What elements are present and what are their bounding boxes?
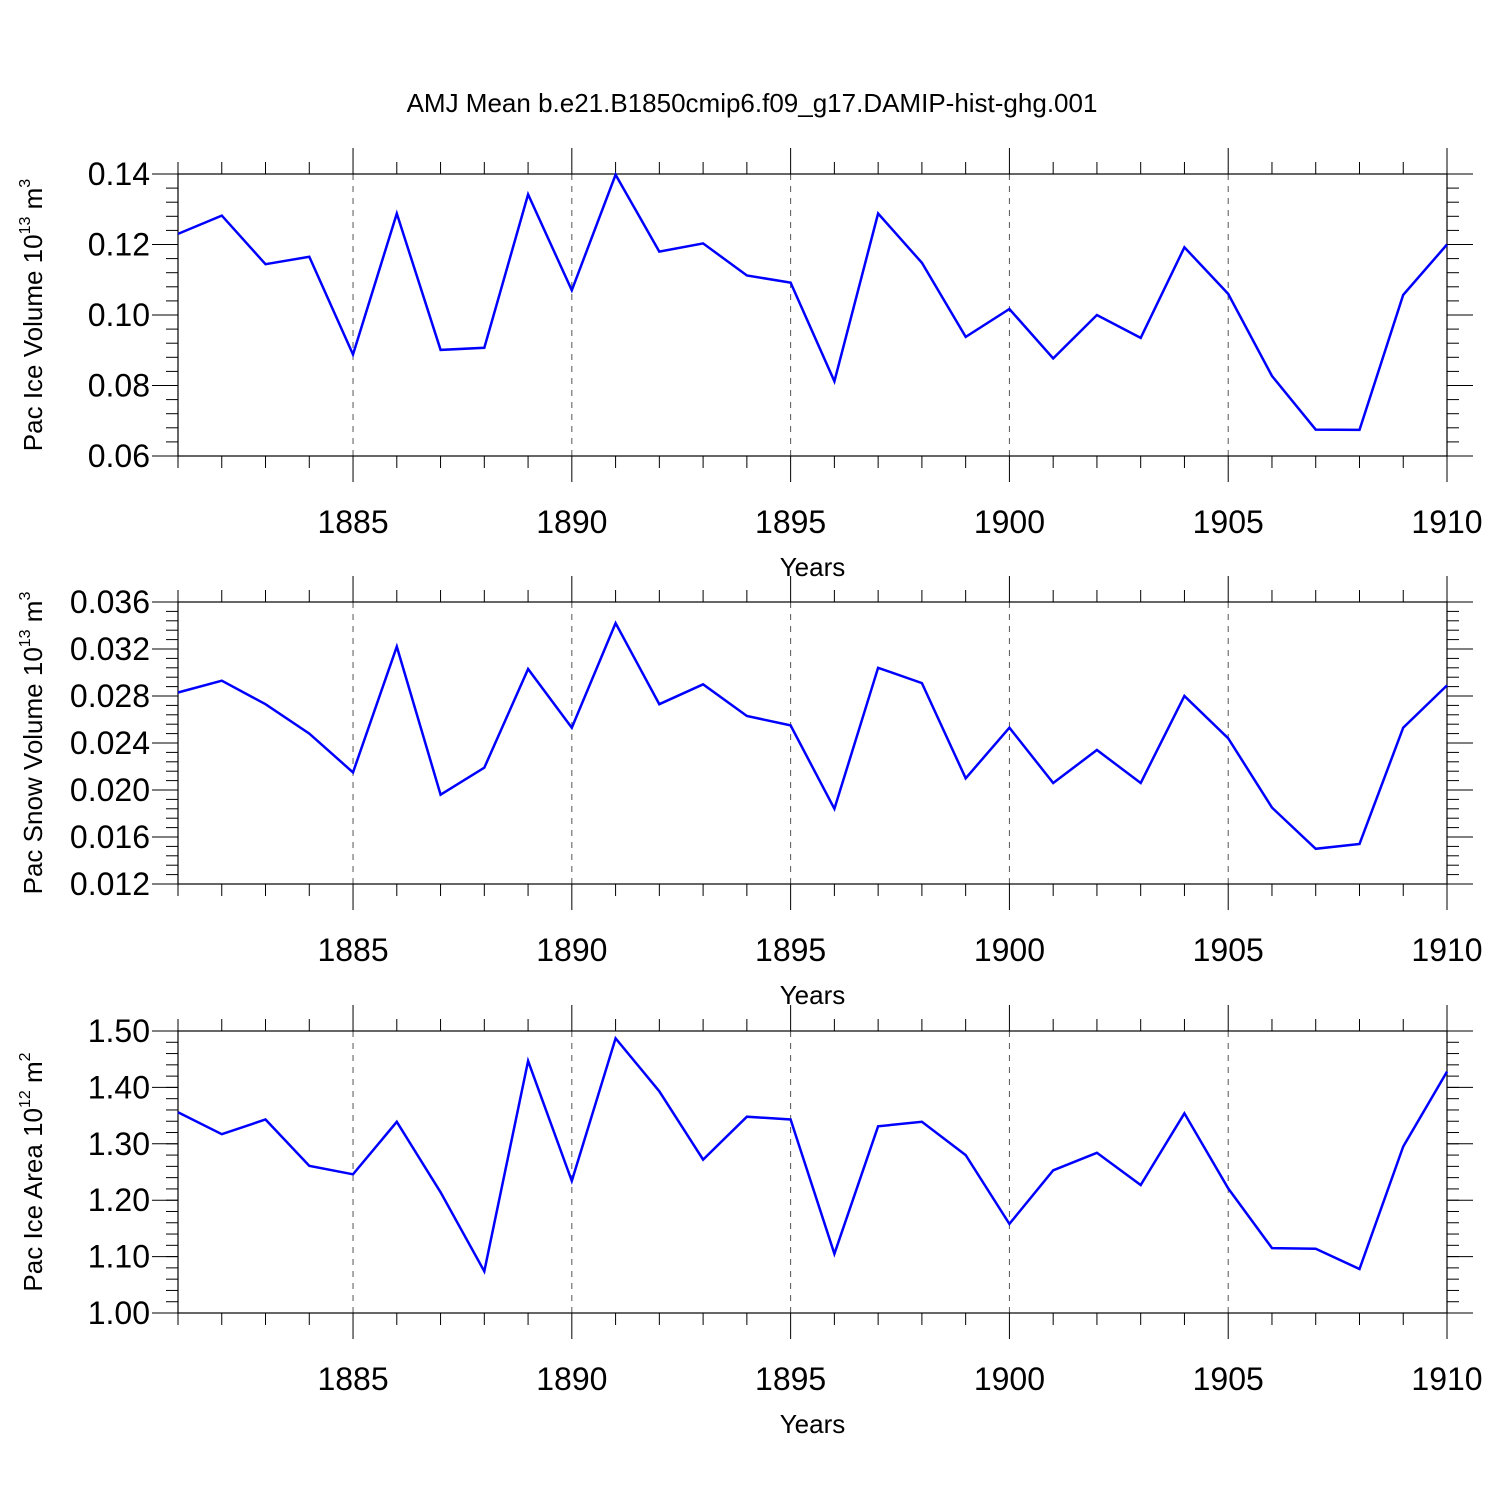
- x-axis-label: Years: [780, 980, 846, 1010]
- x-axis-label: Years: [780, 552, 846, 582]
- y-tick-label-2: 1.20: [88, 1182, 150, 1218]
- x-tick-label-3: 1900: [974, 1361, 1045, 1397]
- x-tick-label-4: 1905: [1193, 504, 1264, 540]
- y-tick-label-2: 0.10: [88, 297, 150, 333]
- panel-ice-volume: 0.06 0.08 0.10 0.12 0.14 1885 1890 1895 1900 1905…: [17, 148, 1483, 582]
- y-tick-label-6: 0.036: [70, 584, 150, 620]
- x-tick-label-1: 1890: [536, 504, 607, 540]
- x-tick-label-0: 1885: [317, 1361, 388, 1397]
- y-tick-label-1: 1.10: [88, 1239, 150, 1275]
- x-tick-label-2: 1895: [755, 932, 826, 968]
- x-tick-label-0: 1885: [317, 504, 388, 540]
- y-tick-label-4: 0.14: [88, 156, 150, 192]
- x-tick-label-2: 1895: [755, 1361, 826, 1397]
- x-tick-label-2: 1895: [755, 504, 826, 540]
- y-tick-label-4: 1.40: [88, 1069, 150, 1105]
- x-tick-label-0: 1885: [317, 932, 388, 968]
- y-axis-label: Pac Ice Volume 1013 m3: [17, 179, 48, 452]
- y-tick-label-0: 1.00: [88, 1295, 150, 1331]
- x-axis-label: Years: [780, 1409, 846, 1439]
- x-tick-label-5: 1910: [1411, 504, 1482, 540]
- panel-snow-volume: 0.012 0.016 0.020 0.024 0.028 0.032 0.036 1885 1…: [17, 576, 1483, 1010]
- y-axis-label: Pac Snow Volume 1013 m3: [17, 592, 48, 895]
- x-tick-label-4: 1905: [1193, 932, 1264, 968]
- x-tick-label-3: 1900: [974, 504, 1045, 540]
- y-tick-label-2: 0.020: [70, 772, 150, 808]
- y-tick-label-4: 0.028: [70, 678, 150, 714]
- y-tick-label-3: 0.12: [88, 227, 150, 263]
- y-tick-label-1: 0.08: [88, 368, 150, 404]
- x-tick-label-1: 1890: [536, 932, 607, 968]
- x-tick-label-4: 1905: [1193, 1361, 1264, 1397]
- figure-title: AMJ Mean b.e21.B1850cmip6.f09_g17.DAMIP-…: [407, 88, 1098, 118]
- y-axis-label: Pac Ice Area 1012 m2: [17, 1052, 48, 1291]
- plot-frame: [177, 601, 1448, 885]
- y-tick-label-5: 0.032: [70, 631, 150, 667]
- series-line: [177, 1035, 1449, 1275]
- x-tick-label-5: 1910: [1411, 932, 1482, 968]
- x-tick-label-3: 1900: [974, 932, 1045, 968]
- y-tick-label-0: 0.06: [88, 438, 150, 474]
- y-tick-label-3: 1.30: [88, 1126, 150, 1162]
- y-tick-label-1: 0.016: [70, 819, 150, 855]
- series-line: [177, 620, 1448, 851]
- series-line: [177, 171, 1448, 432]
- y-tick-label-0: 0.012: [70, 866, 150, 902]
- x-tick-label-1: 1890: [536, 1361, 607, 1397]
- plot-frame: [177, 173, 1448, 457]
- x-tick-label-5: 1910: [1411, 1361, 1482, 1397]
- y-tick-label-3: 0.024: [70, 725, 150, 761]
- y-tick-label-5: 1.50: [88, 1013, 150, 1049]
- plot-frame: [177, 1030, 1448, 1314]
- panel-ice-area: 1.00 1.10 1.20 1.30 1.40 1.50 1885 1890 1895 1900…: [17, 1005, 1483, 1439]
